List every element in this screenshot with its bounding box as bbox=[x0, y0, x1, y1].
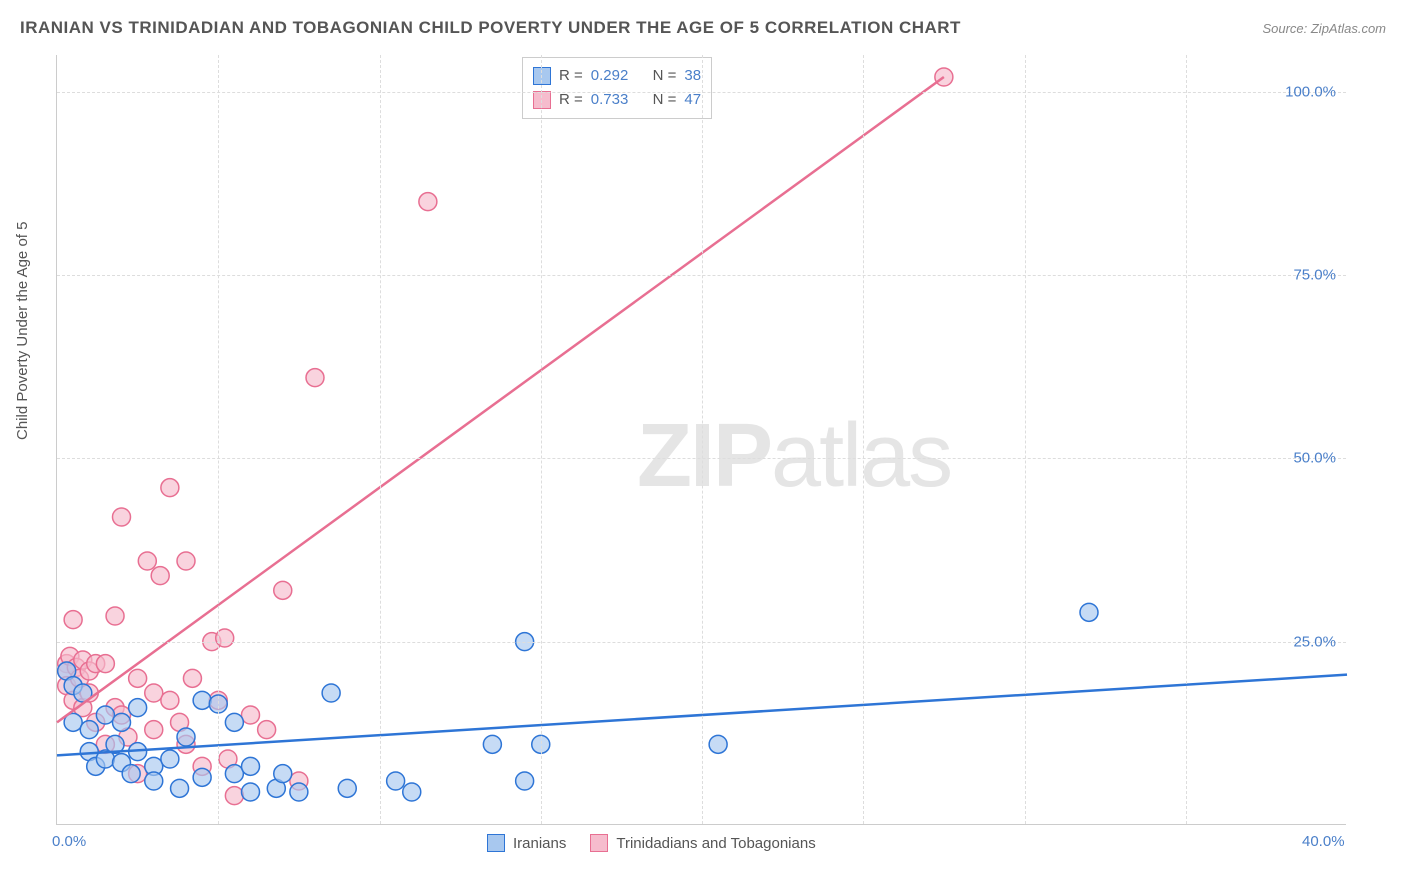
data-point-pink bbox=[274, 581, 292, 599]
data-point-pink bbox=[145, 684, 163, 702]
data-point-blue bbox=[242, 757, 260, 775]
data-point-blue bbox=[516, 772, 534, 790]
grid-line-vertical bbox=[702, 55, 703, 824]
y-tick-label: 25.0% bbox=[1293, 633, 1336, 650]
pink-swatch-icon bbox=[533, 91, 551, 109]
stat-n-value: 38 bbox=[684, 64, 701, 88]
data-point-pink bbox=[96, 655, 114, 673]
data-point-pink bbox=[419, 193, 437, 211]
y-tick-label: 75.0% bbox=[1293, 267, 1336, 284]
legend-item: Trinidadians and Tobagonians bbox=[590, 834, 815, 852]
y-tick-label: 50.0% bbox=[1293, 450, 1336, 467]
grid-line-vertical bbox=[541, 55, 542, 824]
data-point-blue bbox=[322, 684, 340, 702]
data-point-blue bbox=[113, 713, 131, 731]
y-axis-label: Child Poverty Under the Age of 5 bbox=[14, 222, 31, 440]
stats-row: R = 0.292 N = 38 bbox=[533, 64, 701, 88]
data-point-blue bbox=[225, 713, 243, 731]
source-label: Source: ZipAtlas.com bbox=[1262, 21, 1386, 36]
data-point-pink bbox=[242, 706, 260, 724]
stat-n-label: N = bbox=[653, 64, 677, 88]
data-point-pink bbox=[129, 669, 147, 687]
legend-label: Iranians bbox=[513, 835, 566, 852]
data-point-pink bbox=[258, 721, 276, 739]
chart-title: IRANIAN VS TRINIDADIAN AND TOBAGONIAN CH… bbox=[20, 18, 961, 38]
data-point-blue bbox=[161, 750, 179, 768]
data-point-pink bbox=[145, 721, 163, 739]
data-point-blue bbox=[290, 783, 308, 801]
data-point-pink bbox=[161, 691, 179, 709]
data-point-blue bbox=[80, 721, 98, 739]
data-point-blue bbox=[129, 699, 147, 717]
data-point-blue bbox=[122, 765, 140, 783]
trend-line-pink bbox=[57, 77, 944, 722]
data-point-pink bbox=[306, 369, 324, 387]
data-point-pink bbox=[151, 567, 169, 585]
data-point-blue bbox=[1080, 603, 1098, 621]
grid-line-vertical bbox=[863, 55, 864, 824]
data-point-pink bbox=[64, 611, 82, 629]
data-point-blue bbox=[274, 765, 292, 783]
data-point-blue bbox=[96, 706, 114, 724]
data-point-pink bbox=[183, 669, 201, 687]
grid-line-vertical bbox=[218, 55, 219, 824]
grid-line-vertical bbox=[1186, 55, 1187, 824]
data-point-blue bbox=[483, 735, 501, 753]
data-point-pink bbox=[161, 479, 179, 497]
data-point-blue bbox=[193, 691, 211, 709]
data-point-blue bbox=[403, 783, 421, 801]
legend-item: Iranians bbox=[487, 834, 566, 852]
data-point-pink bbox=[113, 508, 131, 526]
grid-line-vertical bbox=[380, 55, 381, 824]
data-point-blue bbox=[145, 772, 163, 790]
data-point-blue bbox=[225, 765, 243, 783]
data-point-blue bbox=[709, 735, 727, 753]
data-point-pink bbox=[106, 607, 124, 625]
plot-area: ZIPatlas R =0.292 N =38R =0.733 N =47 Ir… bbox=[56, 55, 1346, 825]
x-axis-origin-label: 0.0% bbox=[52, 833, 86, 850]
blue-swatch-icon bbox=[487, 834, 505, 852]
blue-swatch-icon bbox=[533, 67, 551, 85]
data-point-blue bbox=[338, 779, 356, 797]
data-point-pink bbox=[177, 552, 195, 570]
legend-label: Trinidadians and Tobagonians bbox=[616, 835, 815, 852]
y-tick-label: 100.0% bbox=[1285, 83, 1336, 100]
stat-r-value: 0.292 bbox=[591, 64, 629, 88]
data-point-blue bbox=[177, 728, 195, 746]
stat-r-label: R = bbox=[559, 64, 583, 88]
grid-line-vertical bbox=[1025, 55, 1026, 824]
data-point-pink bbox=[138, 552, 156, 570]
data-point-blue bbox=[242, 783, 260, 801]
pink-swatch-icon bbox=[590, 834, 608, 852]
data-point-blue bbox=[387, 772, 405, 790]
data-point-blue bbox=[171, 779, 189, 797]
data-point-pink bbox=[225, 787, 243, 805]
stats-box: R =0.292 N =38R =0.733 N =47 bbox=[522, 57, 712, 119]
x-axis-end-label: 40.0% bbox=[1302, 833, 1345, 850]
legend: Iranians Trinidadians and Tobagonians bbox=[487, 834, 816, 852]
data-point-blue bbox=[193, 768, 211, 786]
